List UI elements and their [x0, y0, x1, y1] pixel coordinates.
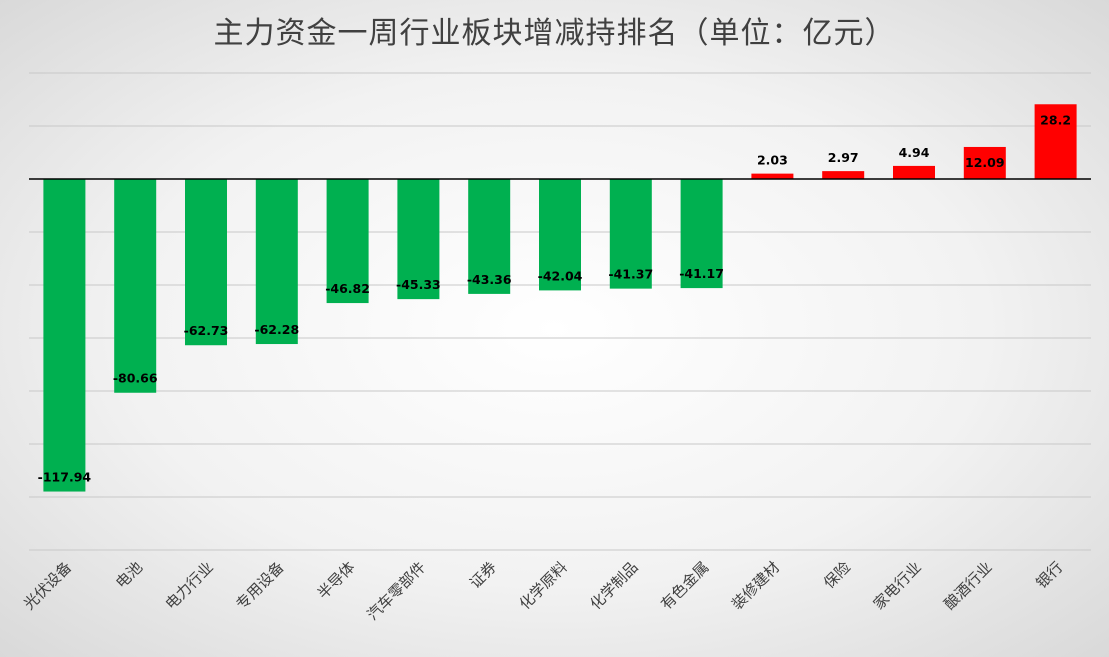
data-label: -42.04: [538, 268, 583, 283]
data-label: 4.94: [899, 145, 930, 160]
category-label: 汽车零部件: [363, 558, 429, 624]
bar: [185, 179, 227, 346]
bar: [1034, 104, 1077, 179]
category-label: 装修建材: [728, 558, 783, 613]
bar: [963, 146, 1006, 179]
data-label: -43.36: [467, 272, 512, 287]
bar: [609, 179, 652, 289]
bar: [680, 179, 723, 289]
category-label: 电池: [112, 558, 146, 592]
bar: [893, 165, 935, 179]
bar: [397, 179, 440, 300]
category-label: 光伏设备: [20, 558, 75, 613]
category-labels: 光伏设备 电池 电力行业 专用设备 半导体 汽车零部件 证券 化学原料 化学制品 有色金属 装修建材…: [20, 558, 1066, 624]
category-label: 证券: [466, 558, 500, 592]
bar: [751, 173, 794, 179]
data-label: -62.73: [184, 323, 229, 338]
data-label: -62.28: [254, 322, 299, 337]
bar: [255, 179, 298, 345]
category-label: 保险: [820, 558, 854, 592]
bars: [43, 104, 1077, 492]
bar: [822, 171, 865, 179]
category-label: 化学原料: [516, 558, 571, 613]
category-label: 酿酒行业: [940, 558, 995, 613]
data-label: -117.94: [38, 470, 92, 485]
data-label: 2.03: [757, 153, 788, 168]
data-label: -41.17: [679, 266, 724, 281]
data-label: -46.82: [325, 281, 370, 296]
data-label: 12.09: [965, 155, 1005, 170]
data-label: -80.66: [113, 371, 158, 386]
data-label: 28.2: [1040, 112, 1071, 127]
data-label: 2.97: [828, 150, 859, 165]
bar: [114, 179, 157, 393]
chart-title: 主力资金一周行业板块增减持排名（单位：亿元）: [213, 16, 896, 51]
category-label: 化学制品: [586, 558, 641, 613]
bar: [468, 179, 511, 294]
category-label: 家电行业: [870, 558, 925, 613]
category-label: 有色金属: [657, 558, 712, 613]
category-label: 银行: [1032, 558, 1066, 592]
bar: [43, 179, 86, 492]
category-label: 半导体: [314, 558, 359, 603]
bar: [539, 179, 581, 291]
category-label: 专用设备: [232, 558, 287, 613]
category-label: 电力行业: [162, 558, 217, 613]
bar: [326, 179, 369, 304]
data-label: -41.37: [608, 267, 653, 282]
data-labels: -117.94 -80.66 -62.73 -62.28 -46.82 -45.33 -43…: [38, 112, 1071, 484]
data-label: -45.33: [396, 277, 441, 292]
